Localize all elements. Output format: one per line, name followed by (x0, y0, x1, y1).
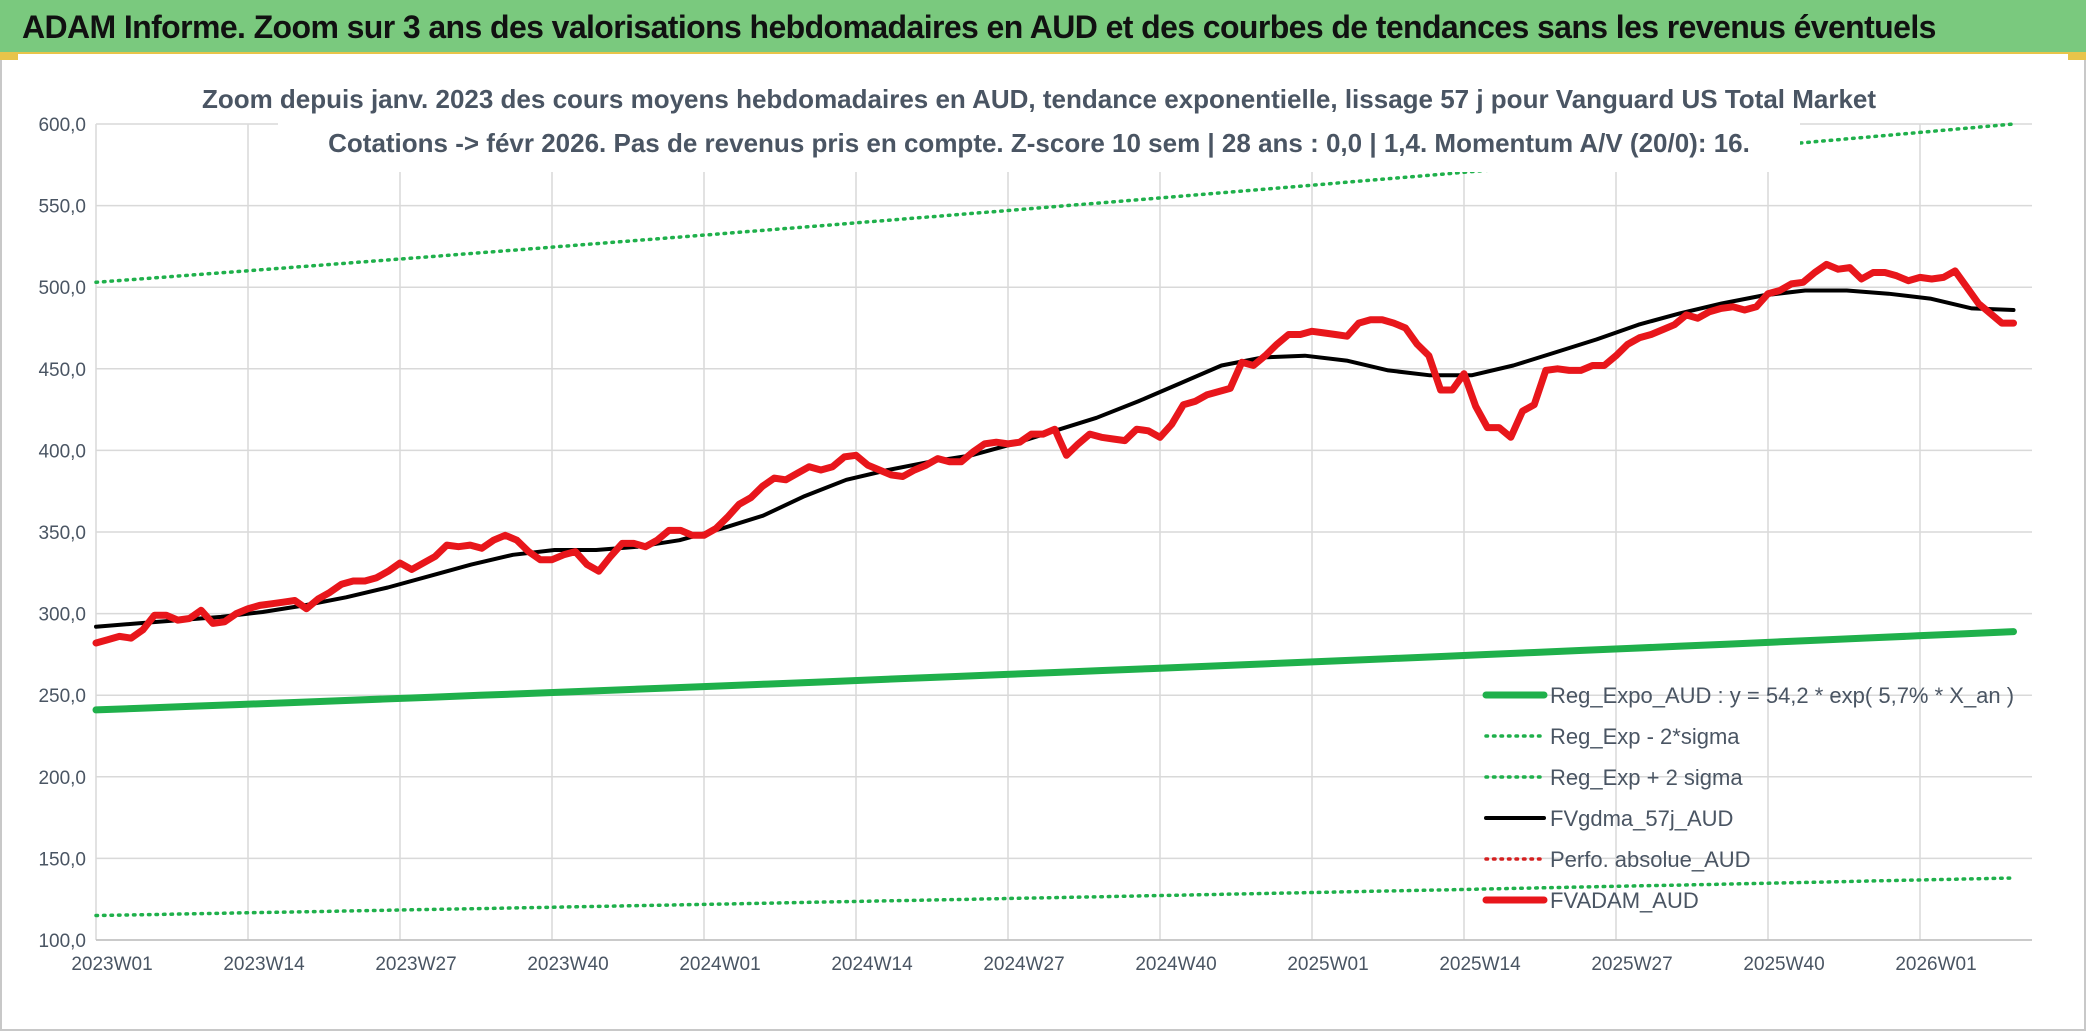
chart-title: Zoom depuis janv. 2023 des cours moyens … (202, 84, 1876, 114)
legend-entry-label: Reg_Exp - 2*sigma (1550, 724, 1740, 749)
report-banner: ADAM Informe. Zoom sur 3 ans des valoris… (0, 0, 2086, 54)
x-tick-label: 2023W27 (375, 954, 456, 975)
y-tick-label: 350,0 (38, 523, 86, 544)
legend-entry-label: FVgdma_57j_AUD (1550, 806, 1733, 831)
x-tick-label: 2025W01 (1287, 954, 1368, 975)
legend-entry-label: Perfo. absolue_AUD (1550, 847, 1751, 872)
subtitle-backdrop (278, 80, 1800, 172)
series-reg-expo-line (92, 628, 2017, 714)
y-tick-label: 200,0 (38, 768, 86, 789)
y-tick-label: 250,0 (38, 686, 86, 707)
x-tick-label: 2023W40 (527, 954, 608, 975)
x-tick-label: 2024W27 (983, 954, 1064, 975)
series-reg-plus-2sigma-line (94, 122, 2016, 285)
x-tick-label: 2025W27 (1591, 954, 1672, 975)
x-tick-label: 2025W40 (1743, 954, 1824, 975)
banner-accent-left (0, 54, 18, 60)
legend-entry-label: FVADAM_AUD (1550, 888, 1699, 913)
y-tick-label: 150,0 (38, 849, 86, 870)
series-lines (92, 122, 2017, 918)
series-fvadam-line (92, 260, 2017, 647)
legend-entry-label: Reg_Expo_AUD : y = 54,2 * exp( 5,7% * X_… (1550, 683, 2014, 708)
y-tick-label: 500,0 (38, 278, 86, 299)
x-tick-label: 2024W40 (1135, 954, 1216, 975)
x-tick-label: 2023W14 (223, 954, 305, 975)
x-tick-label: 2026W01 (1895, 954, 1976, 975)
gridlines (95, 123, 2032, 941)
x-tick-label: 2023W01 (71, 954, 152, 975)
legend-entry-label: Reg_Exp + 2 sigma (1550, 765, 1743, 790)
x-tick-label: 2025W14 (1439, 954, 1521, 975)
y-tick-label: 300,0 (38, 605, 86, 626)
x-axis-ticks: 2023W01 2023W14 2023W27 2023W40 2024W01 2024W… (71, 954, 1976, 975)
y-tick-label: 100,0 (38, 931, 86, 952)
x-tick-label: 2024W14 (831, 954, 913, 975)
y-tick-label: 550,0 (38, 197, 86, 218)
chart-subtitle: Cotations -> févr 2026. Pas de revenus p… (328, 128, 1750, 158)
y-tick-label: 400,0 (38, 441, 86, 462)
series-reg-minus-2sigma-line (94, 876, 2016, 918)
y-axis-ticks: 100,0 150,0 200,0 250,0 300,0 350,0 400,0 450,0… (38, 115, 86, 952)
report-title: ADAM Informe. Zoom sur 3 ans des valoris… (22, 9, 1936, 45)
y-tick-label: 450,0 (38, 360, 86, 381)
y-tick-label: 600,0 (38, 115, 86, 136)
banner-accent-right (2068, 54, 2086, 60)
x-tick-label: 2024W01 (679, 954, 760, 975)
legend: Reg_Expo_AUD : y = 54,2 * exp( 5,7% * X_… (1482, 683, 2014, 913)
